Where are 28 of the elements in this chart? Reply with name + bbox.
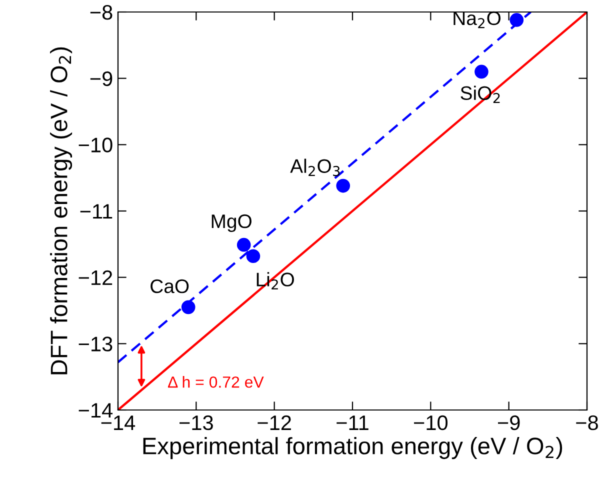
point bbox=[236, 238, 251, 252]
point bbox=[246, 249, 260, 264]
point bbox=[181, 300, 196, 314]
annotation: CaO bbox=[150, 279, 189, 294]
y-tick-label: −14 bbox=[78, 403, 113, 418]
x-tick-label: −13 bbox=[180, 415, 213, 430]
point bbox=[474, 64, 488, 79]
y-tick-label: −10 bbox=[78, 138, 112, 152]
y-tick-label: −8 bbox=[90, 5, 112, 20]
x-axis-title: Experimental formation energy (eV / O$_{2}$) bbox=[143, 437, 562, 460]
y-tick-label: −12 bbox=[78, 270, 112, 285]
x-tick-label: −11 bbox=[336, 416, 368, 430]
point bbox=[336, 178, 350, 193]
x-tick-label: −14 bbox=[101, 416, 136, 430]
annotation: SiO$_{2}$ bbox=[460, 86, 500, 104]
annotation: Δ h = 0.72 eV bbox=[168, 376, 264, 388]
annotation: Al$_{2}$O$_{3}$ bbox=[290, 158, 340, 176]
x-tick-label: −8 bbox=[576, 415, 598, 430]
y-tick-label: −9 bbox=[90, 71, 112, 86]
x-tick-label: −10 bbox=[414, 415, 448, 430]
annotation: Li$_{2}$O bbox=[256, 272, 294, 290]
y-tick-label: −13 bbox=[78, 336, 112, 352]
x-tick-label: −9 bbox=[498, 415, 520, 430]
x-tick-label: −12 bbox=[258, 415, 291, 430]
point bbox=[510, 13, 524, 27]
y-tick-label: −11 bbox=[80, 204, 112, 219]
annotation: MgO bbox=[212, 214, 252, 232]
y-axis-title: DFT formation energy (eV / O$_{2}$) bbox=[50, 47, 72, 374]
